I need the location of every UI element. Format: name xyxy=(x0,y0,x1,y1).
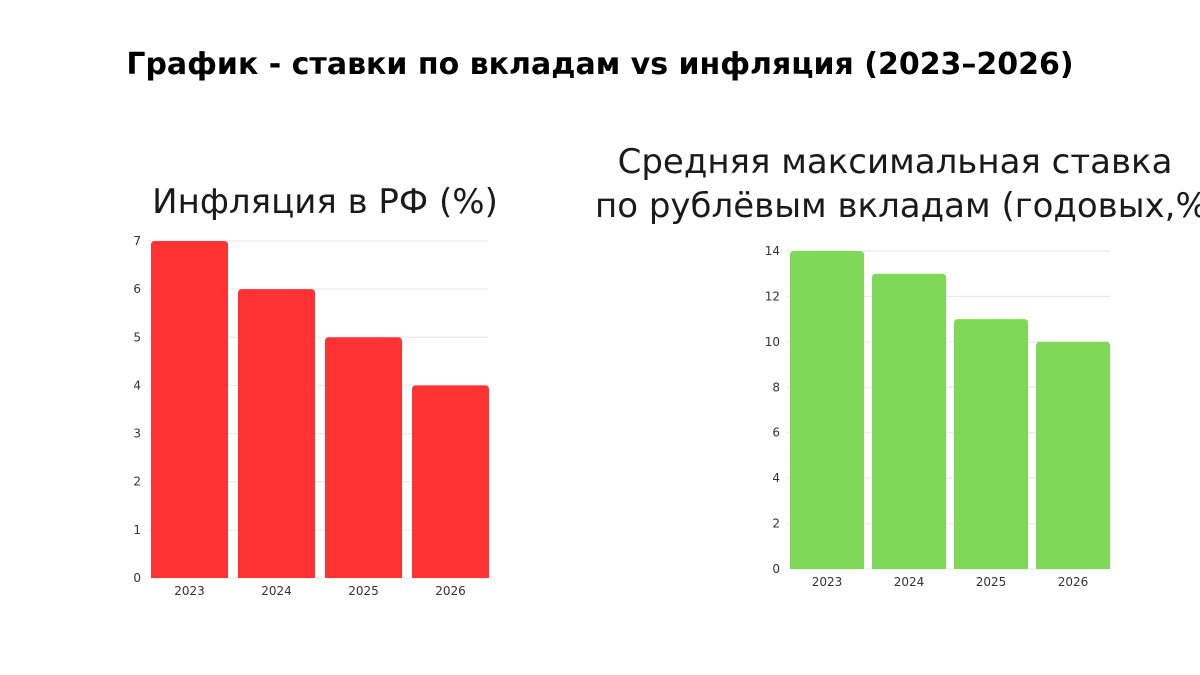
inflation-y-tick-label: 5 xyxy=(133,330,141,344)
page-title: График - ставки по вкладам vs инфляция (… xyxy=(126,47,1074,82)
inflation-x-tick-label: 2023 xyxy=(174,584,205,598)
deposit-rate-chart-title-line-2: по рублёвым вкладам (годовых,%) xyxy=(595,186,1200,227)
inflation-y-tick-label: 3 xyxy=(133,427,141,441)
inflation-y-tick-label: 0 xyxy=(133,571,141,585)
inflation-y-tick-label: 1 xyxy=(133,523,141,537)
inflation-chart-title: Инфляция в РФ (%) xyxy=(152,182,498,222)
deposit-rate-chart-title: Средняя максимальная ставка по рублёвым … xyxy=(595,140,1200,228)
inflation-x-tick-label: 2024 xyxy=(261,584,292,598)
inflation-y-tick-label: 6 xyxy=(133,282,141,296)
inflation-bar-2026 xyxy=(412,385,489,578)
inflation-y-tick-label: 7 xyxy=(133,234,141,248)
deposit-rate-chart-title-line-1: Средняя максимальная ставка xyxy=(617,142,1173,182)
inflation-y-tick-label: 2 xyxy=(133,475,141,489)
inflation-bar-2023 xyxy=(151,241,228,578)
inflation-bar-2025 xyxy=(325,337,402,578)
inflation-x-tick-label: 2026 xyxy=(435,584,466,598)
inflation-bar-2024 xyxy=(238,289,315,578)
inflation-x-tick-label: 2025 xyxy=(348,584,379,598)
inflation-y-tick-label: 4 xyxy=(133,378,141,392)
